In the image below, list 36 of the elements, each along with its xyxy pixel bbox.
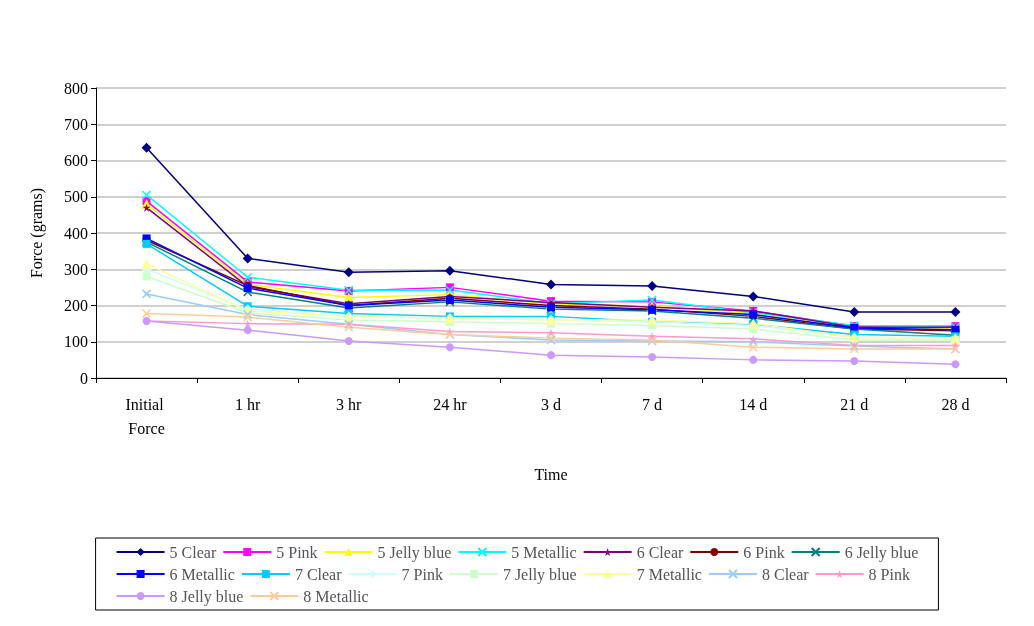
x-tick-label: 1 hr (235, 395, 261, 413)
y-tick-label: 700 (64, 115, 88, 133)
x-tick-label: 3 hr (336, 395, 363, 413)
y-tick-label: 0 (80, 369, 88, 387)
y-tick-label: 400 (64, 224, 88, 242)
x-tick-label: 14 d (739, 395, 768, 413)
legend-label: 7 Jelly blue (502, 565, 577, 584)
legend-label: 5 Metallic (511, 543, 577, 561)
x-tick-label: 7 d (642, 395, 663, 413)
x-tick-label: 3 d (541, 395, 561, 413)
legend-label: 8 Clear (761, 565, 810, 583)
legend-label: 6 Metallic (169, 565, 235, 583)
x-tick-label: 24 hr (433, 395, 468, 413)
legend-label: 7 Metallic (636, 565, 702, 583)
y-tick-label: 300 (64, 260, 88, 278)
x-tick-label: 21 d (840, 395, 869, 413)
y-tick-label: 200 (64, 297, 88, 314)
y-tick-label: 500 (64, 188, 88, 206)
x-axis-title: Time (534, 465, 568, 483)
legend-label: 8 Metallic (303, 587, 369, 605)
y-tick-label: 600 (64, 152, 88, 169)
y-tick-label: 100 (64, 333, 88, 351)
y-tick-label: 800 (64, 79, 88, 97)
legend-label: 6 Pink (743, 543, 785, 561)
x-tick-label: Initial Force (125, 395, 168, 437)
legend-label: 6 Clear (636, 543, 684, 561)
y-axis-title: Force (grams) (27, 187, 46, 279)
legend-label: 6 Jelly blue (844, 543, 919, 562)
legend-label: 5 Pink (276, 543, 318, 561)
legend-label: 8 Pink (868, 565, 910, 583)
legend-label: 5 Clear (169, 543, 217, 561)
x-tick-label: 28 d (941, 395, 970, 413)
legend-label: 5 Jelly blue (377, 543, 452, 562)
legend-label: 7 Clear (294, 565, 343, 583)
legend-label: 8 Jelly blue (169, 587, 244, 606)
legend-label: 7 Pink (401, 565, 443, 583)
